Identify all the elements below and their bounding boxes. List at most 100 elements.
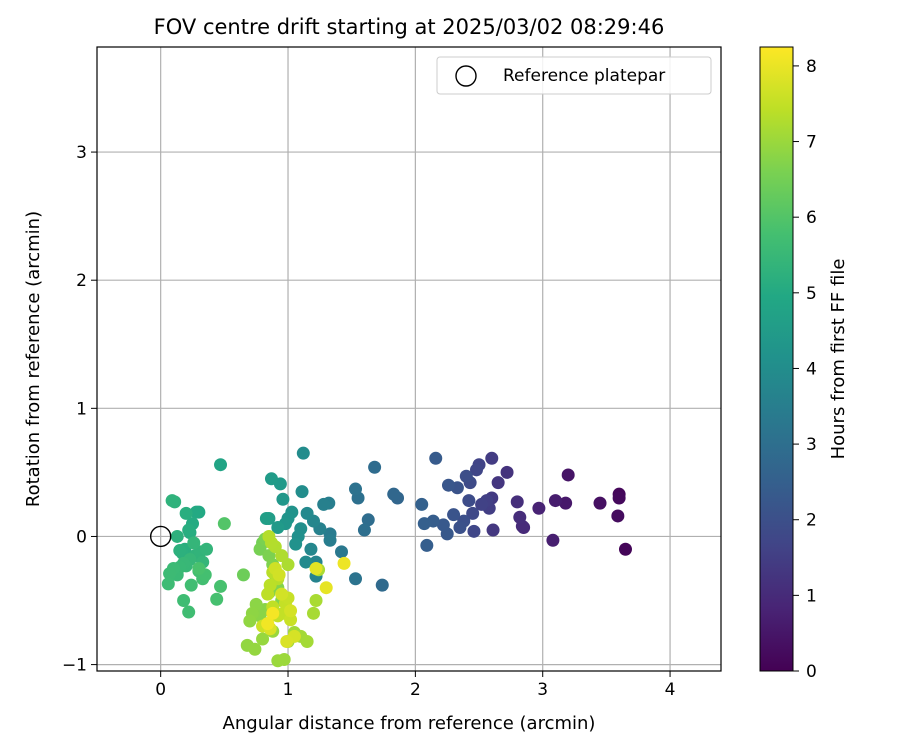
data-point — [179, 506, 193, 520]
data-point — [184, 578, 198, 592]
data-point — [513, 510, 527, 524]
data-point — [266, 606, 280, 620]
legend-label: Reference platepar — [503, 66, 665, 86]
data-point — [248, 642, 262, 656]
data-point — [593, 496, 607, 510]
data-point — [618, 542, 632, 556]
data-point — [275, 587, 289, 601]
data-point — [300, 506, 314, 520]
x-tick-label: 3 — [537, 680, 548, 700]
data-point — [214, 458, 228, 472]
data-point — [272, 568, 286, 582]
data-point — [281, 558, 295, 572]
data-point — [236, 568, 250, 582]
data-point — [261, 587, 275, 601]
x-axis-label: Angular distance from reference (arcmin) — [223, 713, 596, 734]
data-point — [173, 544, 187, 558]
data-point — [276, 492, 290, 506]
data-point — [264, 472, 278, 486]
chart-title: FOV centre drift starting at 2025/03/02 … — [154, 15, 665, 39]
data-point — [532, 501, 546, 515]
data-point — [262, 529, 276, 543]
data-point — [304, 542, 318, 556]
data-point — [361, 513, 375, 527]
data-point — [459, 469, 473, 483]
data-point — [368, 460, 382, 474]
data-point — [500, 465, 514, 479]
data-point — [387, 487, 401, 501]
data-point — [337, 556, 351, 570]
data-point — [284, 604, 298, 618]
colorbar-label: Hours from first FF file — [828, 259, 849, 460]
data-point — [323, 533, 337, 547]
data-point — [243, 614, 257, 628]
data-point — [182, 605, 196, 619]
data-point — [189, 505, 203, 519]
y-axis: −1 0 1 2 3 — [62, 143, 97, 676]
data-point — [214, 579, 228, 593]
data-point — [306, 606, 320, 620]
colorbar-gradient — [759, 46, 794, 672]
data-point — [447, 508, 461, 522]
legend-box — [436, 56, 712, 95]
colorbar-tick-label: 7 — [806, 133, 817, 153]
data-point — [453, 520, 467, 534]
y-tick-label: 1 — [76, 399, 87, 419]
data-point — [177, 594, 191, 608]
data-point — [309, 594, 323, 608]
data-point — [182, 523, 196, 537]
x-axis: 0 1 2 3 4 — [155, 671, 675, 700]
colorbar-tick-label: 5 — [806, 284, 817, 304]
data-point — [561, 468, 575, 482]
data-point — [271, 520, 285, 534]
data-point — [486, 523, 500, 537]
data-point — [284, 613, 298, 627]
data-point — [559, 496, 573, 510]
data-point — [192, 561, 206, 575]
data-point — [163, 567, 177, 581]
reference-marker — [149, 525, 172, 548]
data-point — [349, 572, 363, 586]
data-point — [261, 617, 275, 631]
data-point — [309, 561, 323, 575]
data-point — [256, 632, 270, 646]
data-point — [485, 451, 499, 465]
y-tick-label: 0 — [76, 527, 87, 547]
x-tick-label: 4 — [665, 680, 676, 700]
data-point — [295, 485, 309, 499]
colorbar-tick-label: 3 — [806, 435, 817, 455]
colorbar-tick-label: 0 — [806, 662, 817, 682]
data-point — [417, 517, 431, 531]
data-point — [299, 555, 313, 569]
data-point — [165, 494, 179, 508]
data-point — [510, 495, 524, 509]
x-tick-label: 2 — [410, 680, 421, 700]
data-point — [611, 509, 625, 523]
data-point — [170, 529, 184, 543]
plot-frame — [96, 46, 722, 672]
legend-marker-icon — [455, 65, 477, 87]
data-point — [546, 533, 560, 547]
data-point — [289, 537, 303, 551]
y-tick-label: 2 — [76, 271, 87, 291]
y-tick-label: 3 — [76, 143, 87, 163]
data-point — [300, 635, 314, 649]
data-point — [200, 542, 214, 556]
data-point — [357, 523, 371, 537]
data-point — [441, 478, 455, 492]
data-point — [277, 652, 291, 666]
data-point — [217, 517, 231, 531]
data-point — [259, 512, 273, 526]
legend: Reference platepar — [436, 56, 712, 95]
y-tick-label: −1 — [62, 656, 87, 676]
data-point — [462, 494, 476, 508]
data-point — [469, 463, 483, 477]
data-point — [161, 577, 175, 591]
colorbar-tick-label: 1 — [806, 586, 817, 606]
colorbar: 0 1 2 3 4 5 6 7 8 Hours from first FF file — [759, 46, 849, 682]
data-point — [475, 497, 489, 511]
colorbar-tick-label: 8 — [806, 57, 817, 77]
data-point — [319, 581, 333, 595]
y-axis-label: Rotation from reference (arcmin) — [23, 211, 44, 507]
